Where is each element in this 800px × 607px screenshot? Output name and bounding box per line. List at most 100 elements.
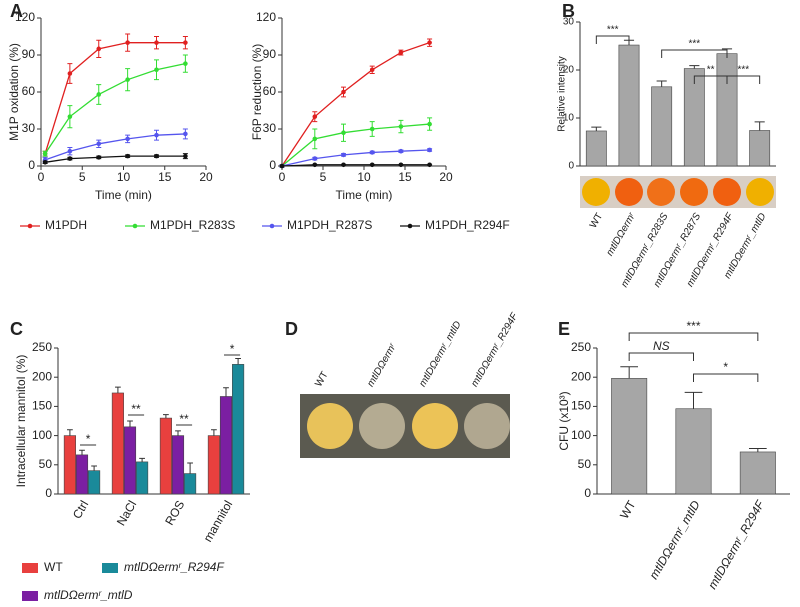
point [341,130,346,135]
point [42,160,48,165]
bar [111,392,124,495]
error-bar [127,420,133,427]
point [398,124,404,129]
colony [359,403,405,449]
legend-marker [407,223,413,229]
y-tick-label: 250 [571,340,591,354]
point [427,40,432,45]
point [67,71,73,76]
y-tick-label: 120 [256,10,276,24]
point [125,40,130,45]
point [42,151,48,156]
error-bar [620,366,639,379]
bar [75,454,89,495]
bar [88,470,101,495]
legend-label: M1PDH [45,218,87,232]
y-tick-label: 0 [28,158,35,172]
legend-label: M1PDH_R294F [425,218,510,232]
y-tick-label: 30 [263,121,277,135]
bar [184,473,197,495]
bar [232,364,245,495]
colony [464,403,510,449]
bar [219,396,233,495]
well [615,178,643,206]
point [369,126,375,132]
point [398,50,404,55]
error-bar [91,465,97,471]
well [647,178,675,206]
y-tick-label: 60 [263,84,277,98]
sig-bracket [628,332,759,341]
colony-photo [300,394,510,458]
sig-bracket [661,49,728,58]
error-bar [754,121,765,131]
error-bar [689,65,700,69]
y-axis-label: F6P reduction (%) [250,44,264,141]
sig-label: * [86,432,91,446]
point [125,77,130,82]
legend-marker [27,223,33,229]
y-tick-label: 60 [22,84,36,98]
x-tick-label: 0 [279,170,286,184]
well [680,178,708,206]
error-bar [187,462,193,474]
point [369,150,375,155]
y-tick-label: 250 [32,340,52,354]
y-tick-label: 0 [45,486,52,500]
y-axis-label: Relative intensity [557,56,568,132]
y-tick-label: 30 [22,121,36,135]
bar [207,435,220,495]
point [154,40,159,45]
point [154,67,159,73]
y-tick-label: 90 [22,47,36,61]
point [67,114,73,119]
series-line [281,123,430,167]
colony [412,403,458,449]
bar [585,130,607,167]
bar [611,378,648,495]
bar [675,408,712,495]
panel-label: C [10,319,23,339]
x-tick-label: 10 [117,170,131,184]
bar [123,426,137,495]
point [183,61,188,66]
y-tick-label: 10 [563,113,575,124]
bar [618,44,640,167]
sig-label: *** [607,25,619,36]
point [183,153,188,159]
x-tick-label: 5 [320,170,327,184]
error-bar [684,391,703,409]
point [154,153,159,159]
sig-label: *** [688,39,700,50]
series-line [281,42,430,167]
x-tick-label: 15 [398,170,412,184]
legend-label: M1PDH_R287S [287,218,372,232]
well [582,178,610,206]
panel-label: B [562,1,575,21]
error-bar [139,457,145,462]
point [67,156,73,161]
sig-label: ** [707,65,715,76]
point [427,162,432,168]
point [369,162,375,168]
y-tick-label: 90 [263,47,277,61]
y-tick-label: 0 [568,161,574,172]
x-tick-label: 15 [158,170,172,184]
y-axis-label: CFU (x10³) [557,391,571,450]
bar [171,435,185,495]
sig-label: *** [737,65,749,76]
legend-label: mtlDΩermʳ_R294F [124,560,224,574]
point [312,162,318,168]
point [427,147,432,153]
point [96,141,102,147]
legend-label: M1PDH_R283S [150,218,235,232]
error-bar [591,126,602,131]
x-tick-label: 10 [357,170,371,184]
y-tick-label: 200 [571,369,591,383]
y-tick-label: 120 [15,10,35,24]
point [125,136,130,142]
legend-swatch [102,563,118,573]
error-bar [67,429,73,436]
legend-label: mtlDΩermʳ_mtlD [44,588,133,602]
